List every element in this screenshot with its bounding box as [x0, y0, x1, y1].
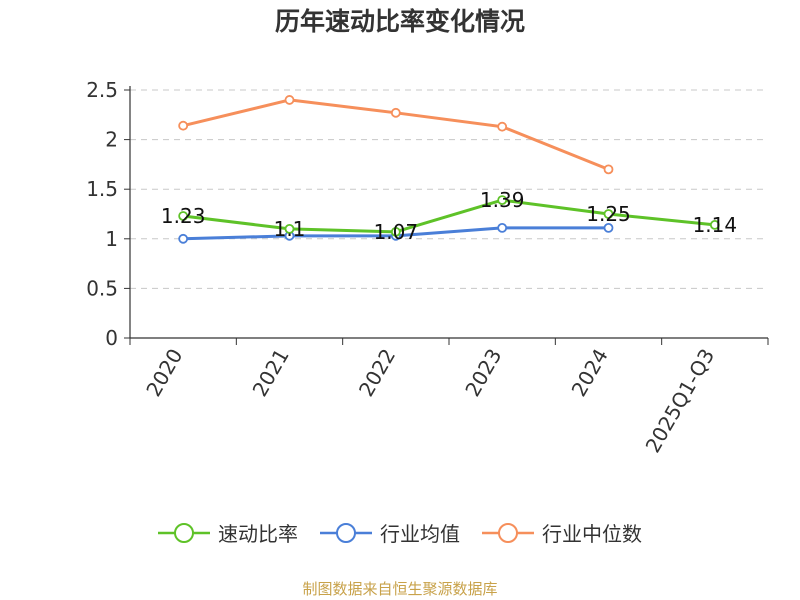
data-label: 1.39 — [480, 188, 525, 212]
data-point — [390, 107, 401, 118]
data-point — [284, 95, 295, 105]
x-tick-label: 2024 — [567, 345, 613, 401]
grid-lines — [130, 89, 768, 289]
x-tick-label: 2023 — [460, 344, 506, 400]
axes: 0 0.5 1 1.5 2 2.5 2020 2021 2022 2023 2024 2025Q1-Q… — [86, 78, 769, 457]
y-tick-label: 1 — [105, 227, 118, 251]
source-note: 制图数据来自恒生聚源数据库 — [302, 580, 498, 598]
data-label: 1.25 — [586, 202, 631, 226]
legend-marker — [320, 522, 372, 543]
data-point — [603, 209, 614, 219]
legend-label: 行业中位数 — [542, 522, 642, 546]
y-tick-label: 0 — [105, 326, 118, 350]
data-point — [178, 233, 189, 244]
legend-marker — [482, 522, 534, 543]
x-tick-label: 2020 — [141, 345, 187, 401]
data-point — [603, 222, 614, 233]
legend-label: 速动比率 — [218, 522, 298, 546]
data-point — [709, 220, 720, 230]
y-tick-label: 1.5 — [86, 177, 118, 201]
y-tick-label: 0.5 — [86, 276, 118, 300]
data-label: 1.07 — [374, 220, 419, 244]
y-tick-label: 2.5 — [86, 78, 118, 102]
legend-label: 行业均值 — [380, 522, 460, 546]
legend-item[interactable]: 行业中位数 — [482, 518, 642, 547]
data-point — [178, 120, 189, 131]
data-point — [603, 164, 614, 175]
data-label: 1.14 — [693, 213, 738, 237]
series-line — [182, 198, 715, 234]
legend: 速动比率 行业均值 行业中位数 — [0, 518, 800, 547]
data-point — [178, 211, 189, 221]
data-label: 1.1 — [274, 217, 306, 241]
data-labels: 1.23 1.1 1.07 1.39 1.25 1.14 — [161, 188, 737, 244]
chart-title: 历年速动比率变化情况 — [274, 7, 525, 36]
data-point — [497, 121, 508, 132]
x-tick-label: 2022 — [354, 345, 400, 401]
series-lines — [178, 95, 720, 244]
data-point — [390, 226, 401, 237]
data-point — [284, 223, 295, 234]
data-label: 1.23 — [161, 204, 206, 228]
legend-marker — [158, 522, 210, 543]
y-tick-label: 2 — [105, 128, 118, 152]
data-point — [497, 222, 508, 233]
data-point — [497, 195, 508, 206]
legend-item[interactable]: 速动比率 — [158, 518, 298, 547]
legend-item[interactable]: 行业均值 — [320, 518, 460, 547]
x-tick-label: 2021 — [248, 345, 294, 401]
x-tick-label: 2025Q1-Q3 — [640, 345, 719, 457]
